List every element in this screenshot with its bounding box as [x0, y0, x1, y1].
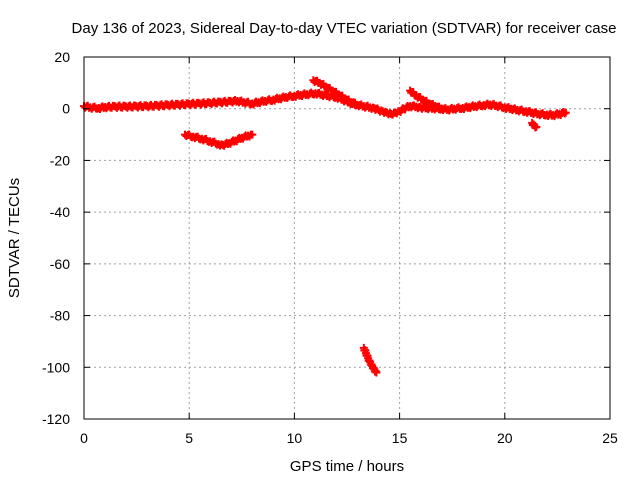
series-outlier-segment: [359, 343, 381, 377]
y-tick-label: -80: [50, 308, 70, 324]
grid: [84, 57, 610, 419]
data-point: [248, 130, 257, 139]
y-tick-label: 0: [62, 101, 70, 117]
x-tick-label: 25: [602, 430, 618, 446]
data-point: [372, 368, 381, 377]
x-tick-label: 20: [497, 430, 513, 446]
x-tick-label: 15: [392, 430, 408, 446]
series-upper-branch-1: [309, 76, 362, 109]
y-tick-label: -60: [50, 256, 70, 272]
data-point: [353, 100, 362, 109]
data-point: [437, 104, 446, 113]
series-dip-near-21-4h: [528, 118, 541, 132]
data-point: [532, 122, 541, 131]
chart-title: Day 136 of 2023, Sidereal Day-to-day VTE…: [72, 20, 617, 37]
series-upper-branch-2: [406, 86, 446, 113]
data-points: [80, 76, 570, 377]
x-tick-label: 10: [287, 430, 303, 446]
axis-ticks: 0 5 10 15 20 25 -120 -100 -80 -60 -40 -20 0 20: [42, 49, 618, 446]
y-axis-label: SDTVAR / TECUs: [6, 178, 23, 298]
y-tick-label: -120: [42, 411, 70, 427]
y-tick-label: 20: [54, 49, 70, 65]
data-point: [561, 108, 570, 117]
series-lower-arc: [180, 130, 257, 150]
y-tick-label: -100: [42, 359, 70, 375]
x-tick-label: 0: [80, 430, 88, 446]
y-tick-label: -40: [50, 204, 70, 220]
x-tick-label: 5: [185, 430, 193, 446]
x-axis-label: GPS time / hours: [290, 458, 404, 475]
series-main-track: [80, 88, 570, 121]
plot-frame: [83, 56, 611, 420]
y-tick-label: -20: [50, 152, 70, 168]
